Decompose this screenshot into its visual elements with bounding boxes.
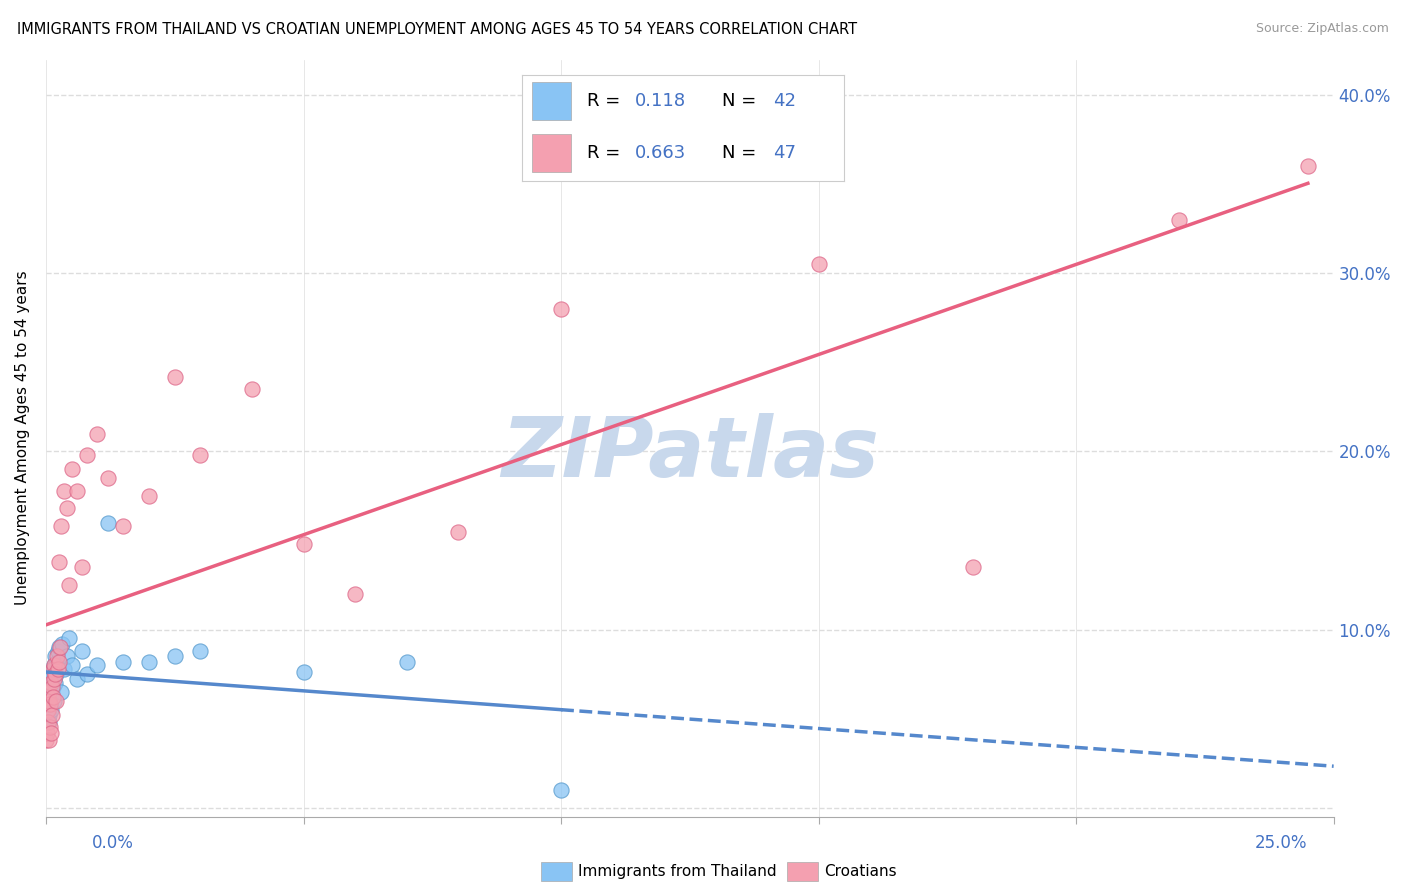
Point xyxy=(1296,160,1319,174)
Point xyxy=(138,655,160,669)
Point xyxy=(550,782,572,797)
Point xyxy=(38,708,60,723)
Point xyxy=(86,658,108,673)
Point xyxy=(39,680,62,694)
Point xyxy=(44,649,66,664)
Point xyxy=(49,640,72,655)
Point xyxy=(46,644,69,658)
Point xyxy=(38,694,60,708)
Point xyxy=(39,703,62,717)
Point xyxy=(38,715,60,730)
Point xyxy=(138,489,160,503)
Point xyxy=(51,637,73,651)
Point xyxy=(41,687,63,701)
Point xyxy=(45,694,67,708)
Point xyxy=(41,708,63,723)
Point xyxy=(55,649,77,664)
Point xyxy=(53,483,76,498)
Point xyxy=(1168,213,1191,227)
Point xyxy=(447,524,470,539)
Point xyxy=(42,673,65,687)
Text: Croatians: Croatians xyxy=(824,864,897,879)
Point xyxy=(112,655,135,669)
Point xyxy=(70,644,93,658)
Point xyxy=(45,667,67,681)
Point xyxy=(58,632,80,646)
Point xyxy=(190,448,212,462)
Point xyxy=(37,694,59,708)
Point xyxy=(97,516,120,530)
Point xyxy=(39,673,62,687)
Point xyxy=(60,658,83,673)
Point xyxy=(550,301,572,316)
Point xyxy=(163,649,186,664)
Point xyxy=(39,676,62,690)
Point xyxy=(37,698,59,712)
Point xyxy=(51,685,73,699)
Point xyxy=(35,703,58,717)
Point xyxy=(44,658,66,673)
Point xyxy=(163,369,186,384)
Point xyxy=(38,685,60,699)
Point xyxy=(41,680,63,694)
Point xyxy=(70,560,93,574)
Text: ZIPatlas: ZIPatlas xyxy=(501,413,879,493)
Point xyxy=(48,555,70,569)
Point xyxy=(292,665,315,680)
Point xyxy=(39,726,62,740)
Point xyxy=(42,694,65,708)
Point xyxy=(42,662,65,676)
Point xyxy=(37,703,59,717)
Text: Source: ZipAtlas.com: Source: ZipAtlas.com xyxy=(1256,22,1389,36)
Point xyxy=(51,519,73,533)
Point xyxy=(97,471,120,485)
Point xyxy=(37,715,59,730)
Point xyxy=(292,537,315,551)
Point xyxy=(190,644,212,658)
Point xyxy=(46,662,69,676)
Point xyxy=(44,667,66,681)
Point xyxy=(962,560,984,574)
Point xyxy=(38,690,60,705)
Point xyxy=(53,662,76,676)
Point xyxy=(46,655,69,669)
Point xyxy=(58,578,80,592)
Point xyxy=(41,680,63,694)
Point xyxy=(66,673,89,687)
Point xyxy=(44,676,66,690)
Y-axis label: Unemployment Among Ages 45 to 54 years: Unemployment Among Ages 45 to 54 years xyxy=(15,271,30,606)
Point xyxy=(76,448,98,462)
Point xyxy=(38,721,60,735)
Point xyxy=(55,501,77,516)
Text: Immigrants from Thailand: Immigrants from Thailand xyxy=(578,864,776,879)
Point xyxy=(48,655,70,669)
Point xyxy=(41,662,63,676)
Point xyxy=(343,587,366,601)
Point xyxy=(240,382,263,396)
Point xyxy=(395,655,418,669)
Point xyxy=(46,649,69,664)
Point xyxy=(807,257,830,271)
Point xyxy=(39,698,62,712)
Point xyxy=(39,676,62,690)
Point xyxy=(39,698,62,712)
Point xyxy=(41,667,63,681)
Point xyxy=(38,733,60,747)
Text: IMMIGRANTS FROM THAILAND VS CROATIAN UNEMPLOYMENT AMONG AGES 45 TO 54 YEARS CORR: IMMIGRANTS FROM THAILAND VS CROATIAN UNE… xyxy=(17,22,858,37)
Point xyxy=(35,733,58,747)
Text: 25.0%: 25.0% xyxy=(1256,834,1308,852)
Point xyxy=(48,640,70,655)
Point xyxy=(86,426,108,441)
Point xyxy=(76,667,98,681)
Point xyxy=(42,690,65,705)
Point xyxy=(38,685,60,699)
Point xyxy=(44,658,66,673)
Point xyxy=(66,483,89,498)
Point xyxy=(60,462,83,476)
Text: 0.0%: 0.0% xyxy=(91,834,134,852)
Point xyxy=(112,519,135,533)
Point xyxy=(35,726,58,740)
